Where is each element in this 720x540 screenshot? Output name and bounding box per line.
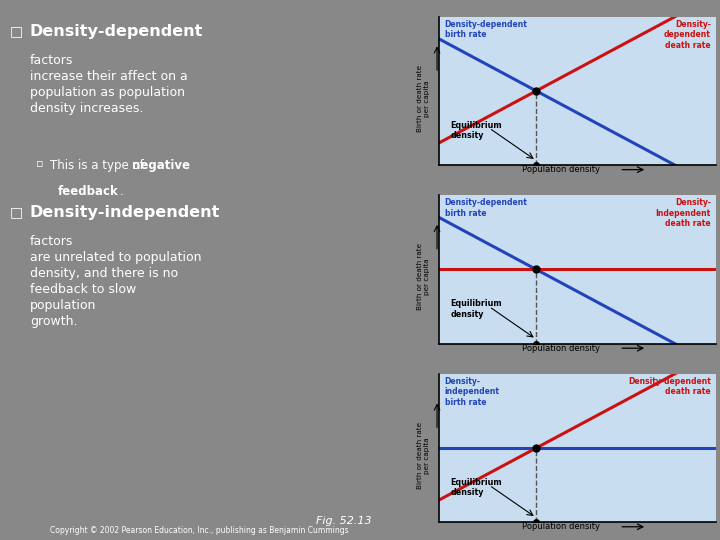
Text: Density-dependent
birth rate: Density-dependent birth rate <box>445 19 528 39</box>
Text: Density-independent: Density-independent <box>30 205 220 220</box>
Text: factors
are unrelated to population
density, and there is no
feedback to slow
po: factors are unrelated to population dens… <box>30 235 202 328</box>
Text: Population density: Population density <box>523 165 600 174</box>
Text: Population density: Population density <box>523 343 600 353</box>
Text: Population density: Population density <box>523 522 600 531</box>
Text: □: □ <box>10 24 23 38</box>
Text: factors
increase their affect on a
population as population
density increases.: factors increase their affect on a popul… <box>30 54 188 115</box>
Text: Equilibrium
density: Equilibrium density <box>450 299 502 319</box>
Text: Birth or death rate
per capita: Birth or death rate per capita <box>417 65 430 132</box>
Text: Birth or death rate
per capita: Birth or death rate per capita <box>417 244 430 310</box>
Text: Copyright © 2002 Pearson Education, Inc., publishing as Benjamin Cummings: Copyright © 2002 Pearson Education, Inc.… <box>50 525 349 535</box>
Text: Equilibrium
density: Equilibrium density <box>450 120 502 140</box>
Text: Density-dependent
death rate: Density-dependent death rate <box>628 377 711 396</box>
Text: This is a type of: This is a type of <box>50 159 148 172</box>
Text: Density-dependent: Density-dependent <box>30 24 203 39</box>
Text: feedback: feedback <box>58 185 119 198</box>
Text: Equilibrium
density: Equilibrium density <box>450 478 502 497</box>
Text: Birth or death rate
per capita: Birth or death rate per capita <box>417 422 430 489</box>
Text: negative: negative <box>132 159 190 172</box>
Text: Density-dependent
birth rate: Density-dependent birth rate <box>445 198 528 218</box>
Text: □: □ <box>10 205 23 219</box>
Text: Density-
independent
birth rate: Density- independent birth rate <box>445 377 500 407</box>
Text: Density-
Independent
death rate: Density- Independent death rate <box>656 198 711 228</box>
Text: Fig. 52.13: Fig. 52.13 <box>316 516 372 526</box>
Text: Density-
dependent
death rate: Density- dependent death rate <box>664 19 711 50</box>
Text: .: . <box>120 185 124 198</box>
Text: ▫: ▫ <box>36 159 43 170</box>
